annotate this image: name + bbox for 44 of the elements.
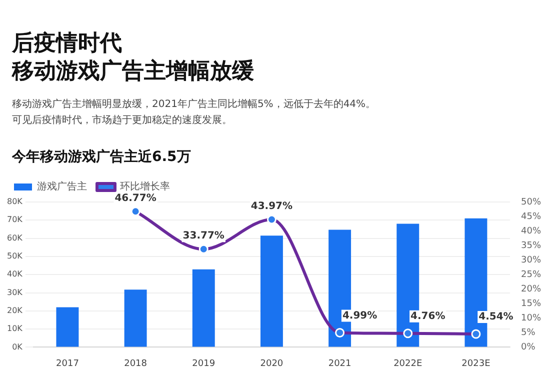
text: 今年移动游戏广告主近6.5万 — [12, 148, 191, 166]
y2-tick-label: 45% — [520, 212, 542, 222]
data-label: 4.76% — [410, 310, 446, 322]
y-tick-label: 40K — [6, 270, 24, 279]
y-tick-label: 80K — [6, 197, 24, 206]
bar — [56, 307, 79, 347]
y2-tick-label: 35% — [520, 240, 542, 251]
y2-tick-label: 20% — [520, 284, 542, 294]
x-tick-label: 2020 — [260, 358, 284, 369]
y2-tick-label: 50% — [520, 197, 542, 208]
x-tick-label: 2022E — [394, 358, 422, 369]
y2-tick-label: 15% — [520, 298, 542, 309]
y2-tick-label: 10% — [520, 314, 542, 324]
data-label: 4.54% — [478, 312, 514, 323]
x-tick-label: 2018 — [124, 358, 148, 369]
x-tick-label: 2017 — [56, 358, 79, 369]
bar — [124, 290, 147, 347]
y-tick-label: 60K — [6, 233, 24, 242]
y-tick-label: 30K — [6, 288, 24, 297]
chart-title: 后疫情时代 — [12, 30, 122, 58]
text: 可见后疫情时代，市场趋于更加稳定的速度发展。 — [12, 114, 232, 128]
y-tick-label: 10K — [6, 324, 24, 334]
y2-tick-label: 5% — [520, 328, 536, 338]
data-label: 43.97% — [250, 201, 293, 212]
data-label: 33.77% — [182, 230, 224, 242]
legend-label: 游戏广告主 — [37, 180, 87, 193]
y-tick-label: 20K — [6, 306, 24, 315]
chart-subtitle: 移动游戏广告主增幅放缓 — [12, 58, 254, 86]
y2-tick-label: 40% — [520, 226, 542, 236]
x-tick-label: 2023E — [462, 358, 491, 369]
data-label: 4.99% — [342, 310, 378, 322]
data-label: 46.77% — [114, 192, 156, 204]
y2-tick-label: 25% — [520, 270, 542, 280]
y-tick-label: 0K — [12, 342, 24, 352]
y2-tick-label: 30% — [520, 255, 542, 266]
x-tick-label: 2019 — [192, 358, 216, 369]
y2-tick-label: 0% — [520, 342, 536, 353]
text: 移动游戏广告主增幅明显放缓，2021年广告主同比增幅5%，远低于去年的44%。 — [12, 98, 376, 112]
bar — [192, 269, 215, 347]
legend-label: 环比增长率 — [120, 180, 170, 193]
bar — [260, 236, 283, 347]
y-tick-label: 50K — [6, 252, 24, 261]
y-tick-label: 70K — [6, 215, 24, 224]
x-tick-label: 2021 — [328, 358, 352, 369]
